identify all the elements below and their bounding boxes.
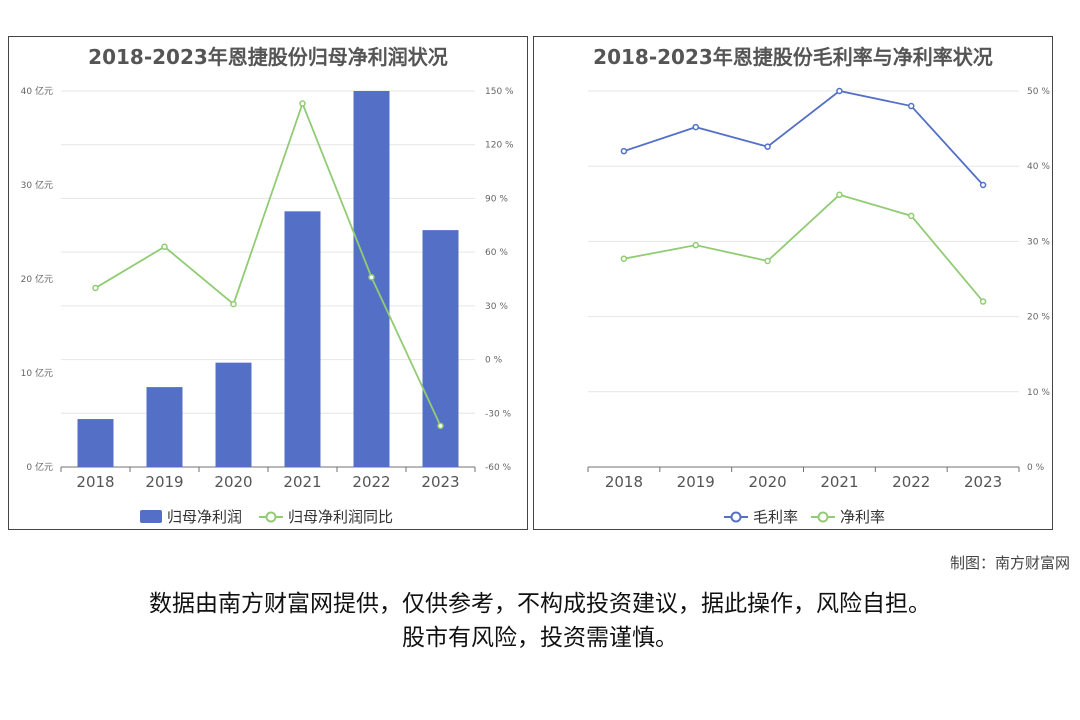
right-axis-tick-label: 0 % [1027, 463, 1045, 473]
x-axis-tick-label: 2022 [892, 473, 930, 491]
point-yoy [92, 284, 99, 292]
bar-net-profit [77, 419, 114, 467]
point-yoy [368, 273, 375, 281]
x-axis-tick-label: 2018 [76, 473, 114, 491]
right-axis-tick-label: -60 % [485, 463, 512, 473]
x-axis-tick-label: 2020 [748, 473, 786, 491]
x-axis-tick-label: 2020 [214, 473, 252, 491]
bar-net-profit [146, 387, 183, 467]
x-axis-tick-label: 2019 [145, 473, 183, 491]
legend-label-yoy: 归母净利润同比 [288, 508, 393, 526]
legend-marker-gross-margin [730, 511, 742, 523]
right-axis-tick-label: -30 % [485, 409, 512, 419]
point-net-margin [620, 255, 628, 262]
series-line-yoy [95, 100, 442, 427]
right-axis-tick-label: 20 % [1027, 313, 1050, 323]
point-gross-margin [620, 147, 628, 155]
right-axis-tick-label: 50 % [1027, 87, 1050, 97]
point-gross-margin [979, 181, 987, 189]
x-axis-tick-label: 2023 [964, 473, 1002, 491]
left-chart-title: 2018-2023年恩捷股份归母净利润状况 [88, 45, 448, 69]
legend-swatch-net-profit [140, 510, 162, 523]
right-axis-tick-label: 90 % [485, 194, 508, 204]
x-axis-tick-label: 2022 [352, 473, 390, 491]
x-axis-tick-label: 2018 [605, 473, 643, 491]
legend-marker-net-margin [817, 511, 829, 523]
left-axis-tick-label: 30 亿元 [21, 179, 53, 191]
right-chart-panel: 2018-2023年恩捷股份毛利率与净利率状况 0 % 10 % 20 % 30 % 4… [533, 36, 1053, 530]
left-axis-tick-label: 20 亿元 [21, 273, 53, 285]
right-axis-tick-label: 150 % [485, 87, 514, 97]
point-yoy [161, 243, 168, 251]
point-gross-margin [836, 87, 843, 95]
right-axis-tick-label: 30 % [1027, 237, 1050, 247]
right-axis-tick-label: 60 % [485, 248, 508, 258]
disclaimer-line-2: 股市有风险，投资需谨慎。 [402, 625, 678, 651]
bar-net-profit [422, 230, 459, 467]
point-gross-margin [764, 143, 771, 150]
left-axis-tick-label: 10 亿元 [21, 367, 53, 379]
right-chart-title: 2018-2023年恩捷股份毛利率与净利率状况 [593, 45, 993, 69]
right-axis-tick-label: 30 % [485, 302, 508, 312]
right-axis-tick-label: 40 % [1027, 162, 1050, 172]
chart-credit: 制图：南方财富网 [949, 554, 1070, 572]
legend-label-net-profit: 归母净利润 [167, 508, 242, 526]
right-axis-tick-label: 0 % [485, 356, 503, 366]
right-axis-tick-label: 120 % [485, 141, 514, 151]
point-net-margin [692, 241, 699, 249]
left-chart-svg: -60 % -30 % 0 % 30 % 60 % 90 % 120 % 150 % 0 亿元 1… [21, 85, 514, 526]
disclaimer-line-1: 数据由南方财富网提供，仅供参考，不构成投资建议，据此操作，风险自担。 [149, 591, 931, 617]
x-axis-tick-label: 2021 [820, 473, 858, 491]
right-axis-tick-label: 10 % [1027, 388, 1050, 398]
point-net-margin [908, 212, 915, 220]
bar-net-profit [215, 362, 252, 467]
point-net-margin [836, 191, 843, 199]
left-chart-panel: 2018-2023年恩捷股份归母净利润状况 -60 % -30 % 0 % 30 % 6… [8, 36, 528, 530]
point-net-margin [979, 298, 987, 305]
point-yoy [299, 100, 306, 107]
series-line-gross-margin [623, 90, 984, 186]
legend-label-gross-margin: 毛利率 [753, 508, 798, 526]
x-axis-tick-label: 2021 [283, 473, 321, 491]
x-axis-tick-label: 2023 [421, 473, 459, 491]
bar-net-profit [284, 211, 321, 467]
legend-marker-yoy [265, 511, 277, 523]
x-axis-tick-label: 2019 [677, 473, 715, 491]
legend-label-net-margin: 净利率 [840, 508, 885, 526]
point-gross-margin [692, 123, 699, 131]
point-net-margin [764, 257, 771, 265]
left-axis-tick-label: 0 亿元 [26, 461, 53, 473]
right-chart-svg: 0 % 10 % 20 % 30 % 40 % 50 % 2018 2019 2020 2021 2… [587, 87, 1050, 526]
series-line-net-margin [623, 193, 984, 303]
point-yoy [437, 422, 444, 430]
left-axis-tick-label: 40 亿元 [21, 85, 53, 97]
point-yoy [230, 300, 237, 308]
point-gross-margin [908, 102, 915, 110]
